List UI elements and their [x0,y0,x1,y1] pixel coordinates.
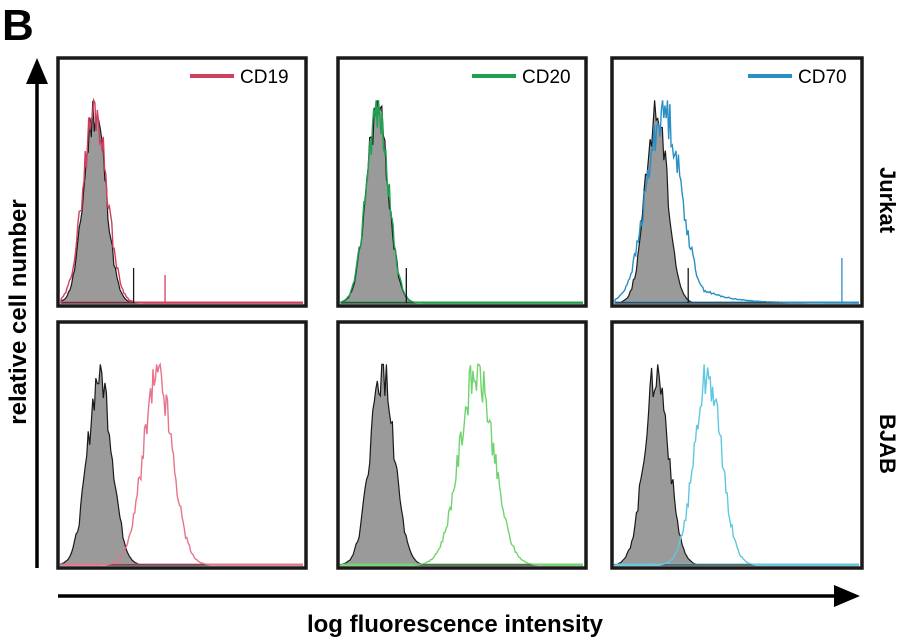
stained-histogram-cd19 [60,97,303,304]
histogram-panel-jurkat-cd19 [56,56,308,308]
stained-histogram-cd20 [340,100,583,304]
histogram-panel-bjab-cd19 [56,320,308,570]
legend-label-cd20: CD20 [522,67,571,88]
stained-histogram-cd20 [341,363,583,566]
legend-label-cd19: CD19 [240,67,289,88]
histogram-panel-jurkat-cd20 [336,56,588,308]
histogram-panel-bjab-cd70 [610,320,864,570]
panel-letter: B [2,1,34,50]
legend-cd19: CD19 [190,67,289,88]
x-axis-label: log fluorescence intensity [307,611,604,638]
legend-cd70: CD70 [748,67,847,88]
row-label-bjab: BJAB [875,414,897,474]
y-axis-arrow [26,58,48,568]
y-axis-label: relative cell number [5,199,32,424]
stained-histogram-cd19 [61,362,303,566]
legend-cd20: CD20 [472,67,571,88]
x-axis-arrow [58,585,860,607]
histogram-panel-jurkat-cd70 [610,56,864,308]
row-label-jurkat: Jurkat [875,167,897,234]
stained-histogram-cd70 [615,364,859,566]
legend-label-cd70: CD70 [798,67,847,88]
histogram-panel-bjab-cd20 [336,320,588,570]
stained-histogram-cd70 [614,100,859,304]
